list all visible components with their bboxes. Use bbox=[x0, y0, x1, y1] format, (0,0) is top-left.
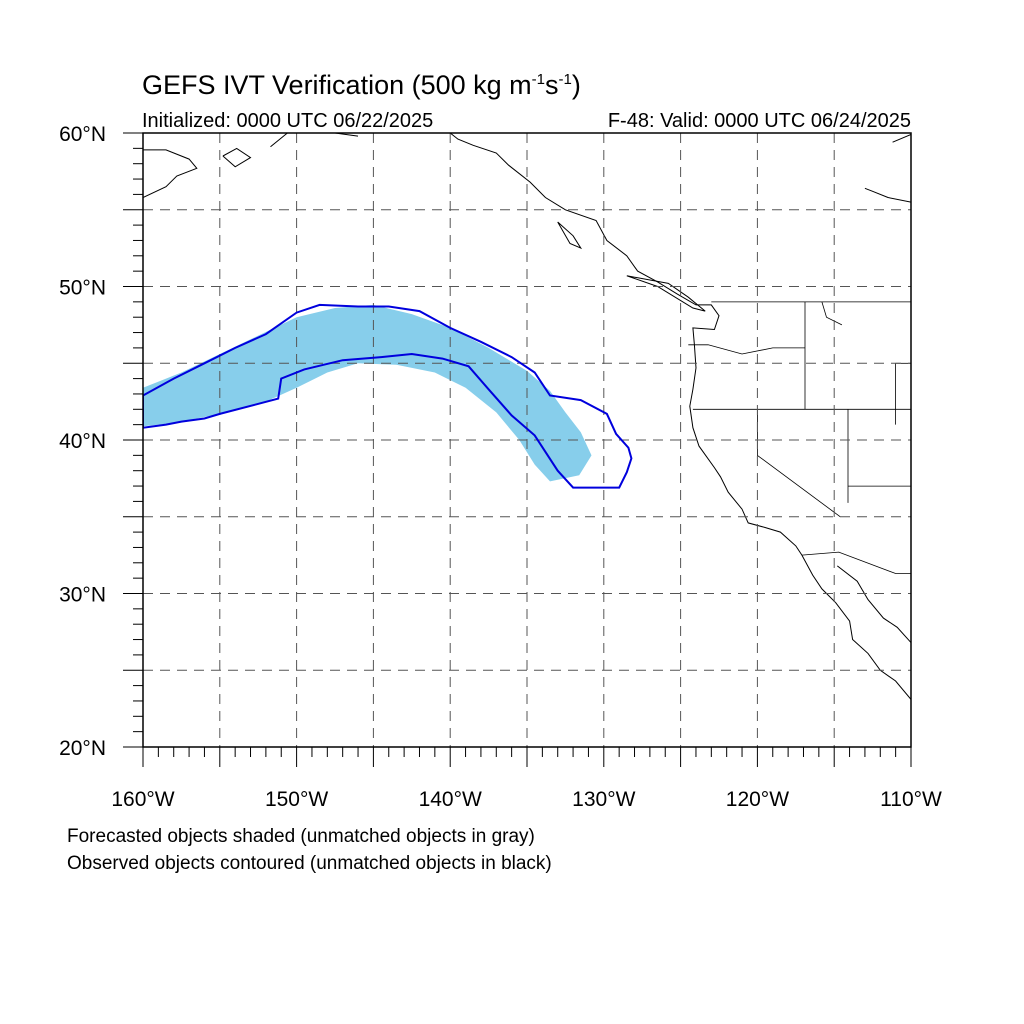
state-border bbox=[688, 344, 805, 355]
forecast-object bbox=[143, 304, 592, 482]
lon-tick-label: 120°W bbox=[726, 788, 789, 811]
forecast-object-layer bbox=[143, 304, 592, 482]
axis-label-layer: 160°W 150°W 140°W 130°W 120°W 110°W 60°N 50°N 40… bbox=[59, 123, 942, 811]
coastline bbox=[222, 147, 252, 168]
coastline bbox=[836, 565, 911, 643]
coastline bbox=[864, 187, 911, 203]
forecast-caption: Forecasted objects shaded (unmatched obj… bbox=[67, 826, 535, 847]
observed-object-layer bbox=[143, 303, 633, 489]
lat-tick-label: 40°N bbox=[59, 430, 106, 453]
map-title: GEFS IVT Verification (500 kg m-1s-1) bbox=[142, 70, 581, 100]
state-border bbox=[801, 551, 911, 574]
coastline bbox=[892, 134, 911, 143]
lon-tick-label: 140°W bbox=[419, 788, 482, 811]
tick-layer bbox=[123, 132, 912, 767]
valid-time-label: F-48: Valid: 0000 UTC 06/24/2025 bbox=[607, 110, 911, 132]
lat-tick-label: 30°N bbox=[59, 584, 106, 607]
observed-caption: Observed objects contoured (unmatched ob… bbox=[67, 853, 552, 874]
coastline bbox=[449, 133, 911, 700]
lat-tick-label: 50°N bbox=[59, 277, 106, 300]
lon-tick-label: 150°W bbox=[265, 788, 328, 811]
state-border bbox=[757, 409, 841, 518]
coastline bbox=[557, 221, 583, 250]
observed-object-contour bbox=[143, 303, 633, 489]
state-border bbox=[821, 301, 843, 326]
coastline bbox=[143, 149, 198, 198]
lon-tick-label: 110°W bbox=[880, 788, 942, 811]
coastline-layer bbox=[143, 133, 911, 700]
lon-tick-label: 130°W bbox=[572, 788, 635, 811]
lat-tick-label: 20°N bbox=[59, 737, 106, 760]
gridline-layer bbox=[143, 133, 911, 747]
initialized-label: Initialized: 0000 UTC 06/22/2025 bbox=[142, 110, 434, 132]
lon-tick-label: 160°W bbox=[111, 788, 174, 811]
lat-tick-label: 60°N bbox=[59, 123, 106, 146]
coastline bbox=[270, 133, 359, 148]
coastline bbox=[626, 275, 706, 312]
